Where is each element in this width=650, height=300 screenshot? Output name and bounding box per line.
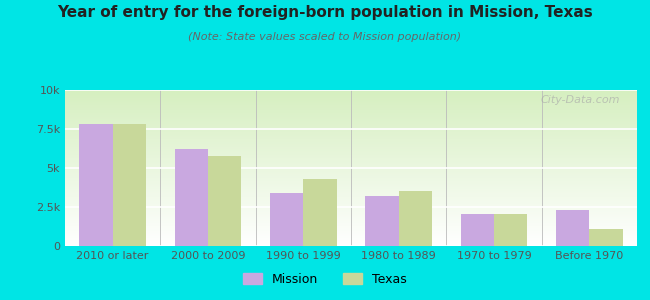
Bar (208, 155, 241, 246)
Bar (175, 149, 208, 246)
Bar (556, 210, 590, 246)
Bar (270, 193, 304, 246)
Legend: Mission, Texas: Mission, Texas (239, 268, 411, 291)
Text: (Note: State values scaled to Mission population): (Note: State values scaled to Mission po… (188, 32, 462, 41)
Text: City-Data.com: City-Data.com (540, 95, 620, 105)
Text: Year of entry for the foreign-born population in Mission, Texas: Year of entry for the foreign-born popul… (57, 4, 593, 20)
Bar (79, 124, 112, 246)
Bar (365, 196, 398, 246)
Bar (398, 191, 432, 246)
Bar (461, 214, 494, 246)
Bar (494, 214, 527, 246)
Bar (304, 179, 337, 246)
Bar (590, 229, 623, 246)
Bar (112, 124, 146, 246)
